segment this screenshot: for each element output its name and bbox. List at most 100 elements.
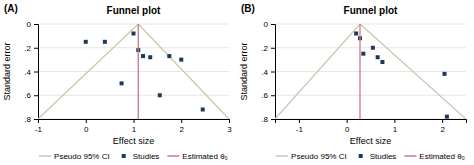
tick: -1 <box>296 119 304 134</box>
tick-label: 1 <box>393 125 398 134</box>
tick-label: 2 <box>180 125 185 134</box>
tick-mark <box>229 119 230 123</box>
tick-mark <box>394 119 395 123</box>
y-axis: 0 .2 .4 .6 .8 <box>24 20 38 124</box>
grid-line <box>38 24 229 25</box>
grid-line <box>38 47 229 48</box>
tick-label: 2 <box>440 125 445 134</box>
tick-mark <box>86 119 87 123</box>
point <box>361 52 365 56</box>
panel-label: (B) <box>241 3 255 14</box>
tick: 0 <box>264 20 275 29</box>
tick: 0 <box>345 119 350 134</box>
line <box>359 24 360 119</box>
tick-mark <box>271 48 275 49</box>
legend-label: Studies <box>370 152 397 161</box>
point <box>201 108 205 112</box>
legend-item: Studies <box>359 152 397 161</box>
tick-mark <box>271 119 275 120</box>
legend-item: Pseudo 95% CI <box>39 152 110 161</box>
tick: .4 <box>261 68 275 77</box>
axis-line <box>34 25 39 120</box>
tick-mark <box>442 119 443 123</box>
point <box>380 60 384 64</box>
tick-label: .8 <box>24 115 31 124</box>
tick-label: 3 <box>227 125 232 134</box>
tick-label: .8 <box>261 115 268 124</box>
legend-label: Pseudo 95% CI <box>291 152 347 161</box>
point <box>120 81 124 85</box>
tick-label: .4 <box>261 68 268 77</box>
tick-mark <box>271 72 275 73</box>
tick-label: .6 <box>261 91 268 100</box>
y-axis-title: Standard error <box>239 42 249 100</box>
grid-line <box>275 71 466 72</box>
point <box>445 115 449 119</box>
tick-label: .6 <box>24 91 31 100</box>
tick: -1 <box>35 119 43 134</box>
legend-label: Pseudo 95% CI <box>54 152 110 161</box>
legend-item: Pseudo 95% CI <box>276 152 347 161</box>
grid-line <box>38 71 229 72</box>
point <box>141 54 145 58</box>
tick-label: 0 <box>84 125 89 134</box>
tick: 2 <box>440 119 445 134</box>
tick-mark <box>181 119 182 123</box>
tick: 2 <box>180 119 185 134</box>
tick: 0 <box>27 20 38 29</box>
point <box>371 46 375 50</box>
tick: .2 <box>24 44 38 53</box>
tick-mark <box>34 24 38 25</box>
tick: 0 <box>84 119 89 134</box>
tick-label: 0 <box>264 20 269 29</box>
grid-line <box>275 47 466 48</box>
legend-swatch <box>276 155 288 157</box>
tick-mark <box>34 95 38 96</box>
legend-swatch <box>404 155 416 157</box>
tick: 1 <box>132 119 137 134</box>
legend-swatch <box>359 154 363 158</box>
tick: .2 <box>261 44 275 53</box>
chart: -101230.2.4.6.8Funnel plot(A)Effect size… <box>0 0 474 165</box>
tick: .4 <box>24 68 38 77</box>
point <box>167 54 171 58</box>
tick-mark <box>34 48 38 49</box>
legend-swatch <box>122 154 126 158</box>
point <box>179 58 183 62</box>
tick-mark <box>134 119 135 123</box>
grid <box>38 24 229 119</box>
x-axis-title: Effect size <box>113 136 154 146</box>
legend: Pseudo 95% CIStudiesEstimated θ₀ <box>39 152 228 161</box>
point <box>84 40 88 44</box>
panel: -101230.2.4.6.8Funnel plot(A)Effect size… <box>2 3 232 161</box>
y-axis: 0 .2 .4 .6 .8 <box>261 20 275 124</box>
point <box>158 93 162 97</box>
tick-mark <box>271 24 275 25</box>
line <box>38 24 229 119</box>
points <box>354 32 449 119</box>
tick: .8 <box>24 115 38 124</box>
legend-swatch <box>39 155 51 157</box>
tick: .6 <box>24 91 38 100</box>
tick-mark <box>271 95 275 96</box>
legend-label: Estimated θ₀ <box>419 152 465 161</box>
point <box>148 55 152 59</box>
tick: .8 <box>261 115 275 124</box>
tick-mark <box>299 119 300 123</box>
tick-label: 0 <box>345 125 350 134</box>
legend-swatch <box>167 155 179 157</box>
axis-line <box>39 120 230 124</box>
plot-area <box>275 24 466 119</box>
axis-line <box>276 120 467 124</box>
x-axis: -1 0 1 2 3 <box>35 119 232 134</box>
line <box>138 24 139 119</box>
tick-mark <box>34 72 38 73</box>
panel: -10120.2.4.6.8Funnel plot(B)Effect sizeS… <box>239 3 467 161</box>
tick-label: -1 <box>296 125 304 134</box>
grid-line <box>38 95 229 96</box>
grid-line <box>275 24 466 25</box>
tick-label: .2 <box>261 44 268 53</box>
tick: 3 <box>227 119 232 134</box>
point <box>443 72 447 76</box>
panel-label: (A) <box>4 3 18 14</box>
